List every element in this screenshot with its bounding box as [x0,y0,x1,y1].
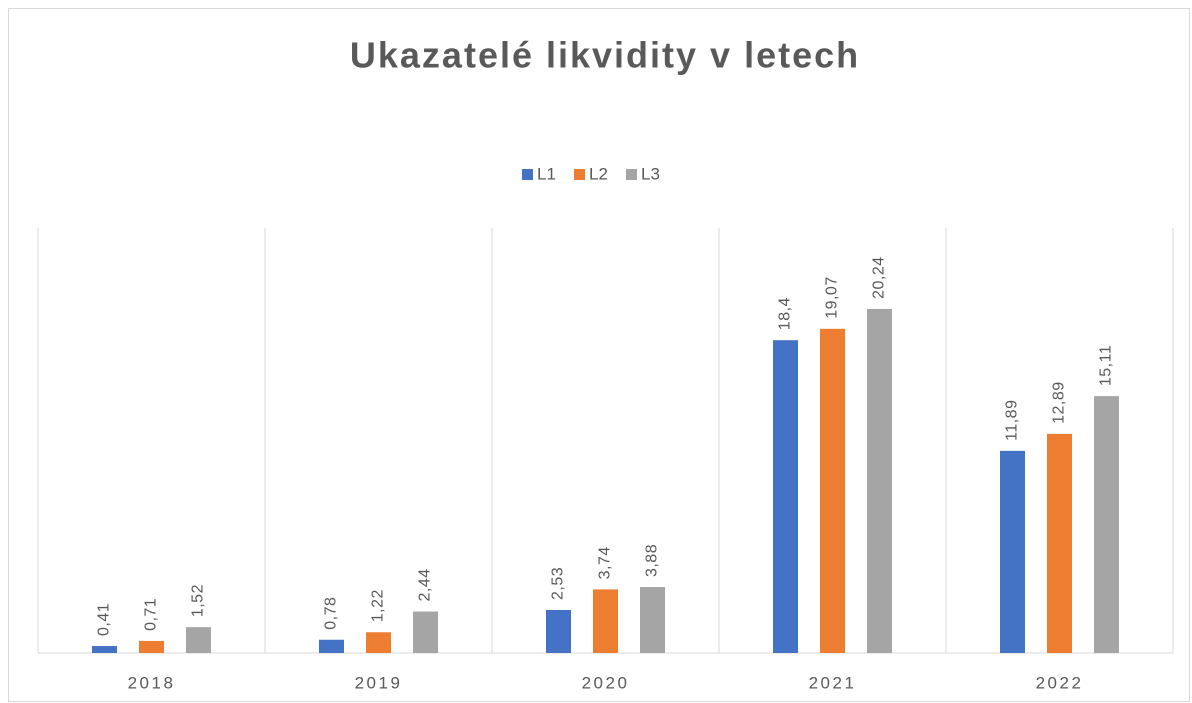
legend-swatch [522,169,533,180]
data-label: 18,4 [777,297,794,330]
x-tick-label: 2020 [582,673,630,692]
bar [546,609,571,653]
bar [1000,450,1025,653]
bar [773,340,798,653]
bar [186,627,211,653]
x-tick-label: 2018 [128,673,176,692]
legend-swatch [574,169,585,180]
data-label: 2,44 [417,568,434,601]
bar [92,646,117,653]
x-tick-label: 2022 [1036,673,1084,692]
bar [593,589,618,653]
bar [820,328,845,653]
legend-label: L3 [641,164,660,183]
bar [1094,396,1119,653]
data-label: 11,89 [1004,400,1021,441]
data-label: 1,52 [190,584,207,617]
data-label: 15,11 [1098,345,1115,386]
bar [319,639,344,653]
x-tick-label: 2019 [355,673,403,692]
legend-label: L1 [537,164,556,183]
data-label: 0,71 [143,598,160,631]
bar [413,611,438,653]
data-label: 0,78 [323,597,340,630]
data-label: 20,24 [871,256,888,299]
data-label: 19,07 [824,276,841,319]
x-tick-label: 2021 [809,673,857,692]
data-label: 2,53 [550,567,567,600]
data-label: 3,74 [597,546,614,579]
bar [867,308,892,653]
legend-label: L2 [589,164,608,183]
data-label: 0,41 [96,603,113,636]
chart-border [8,8,1190,702]
data-label: 12,89 [1051,381,1068,424]
bar [640,587,665,653]
data-label: 1,22 [370,589,387,622]
legend-swatch [626,169,637,180]
bar [366,632,391,653]
bar [139,640,164,653]
chart-title: Ukazatelé likvidity v letech [350,35,860,76]
data-label: 3,88 [644,544,661,577]
bar [1047,433,1072,653]
